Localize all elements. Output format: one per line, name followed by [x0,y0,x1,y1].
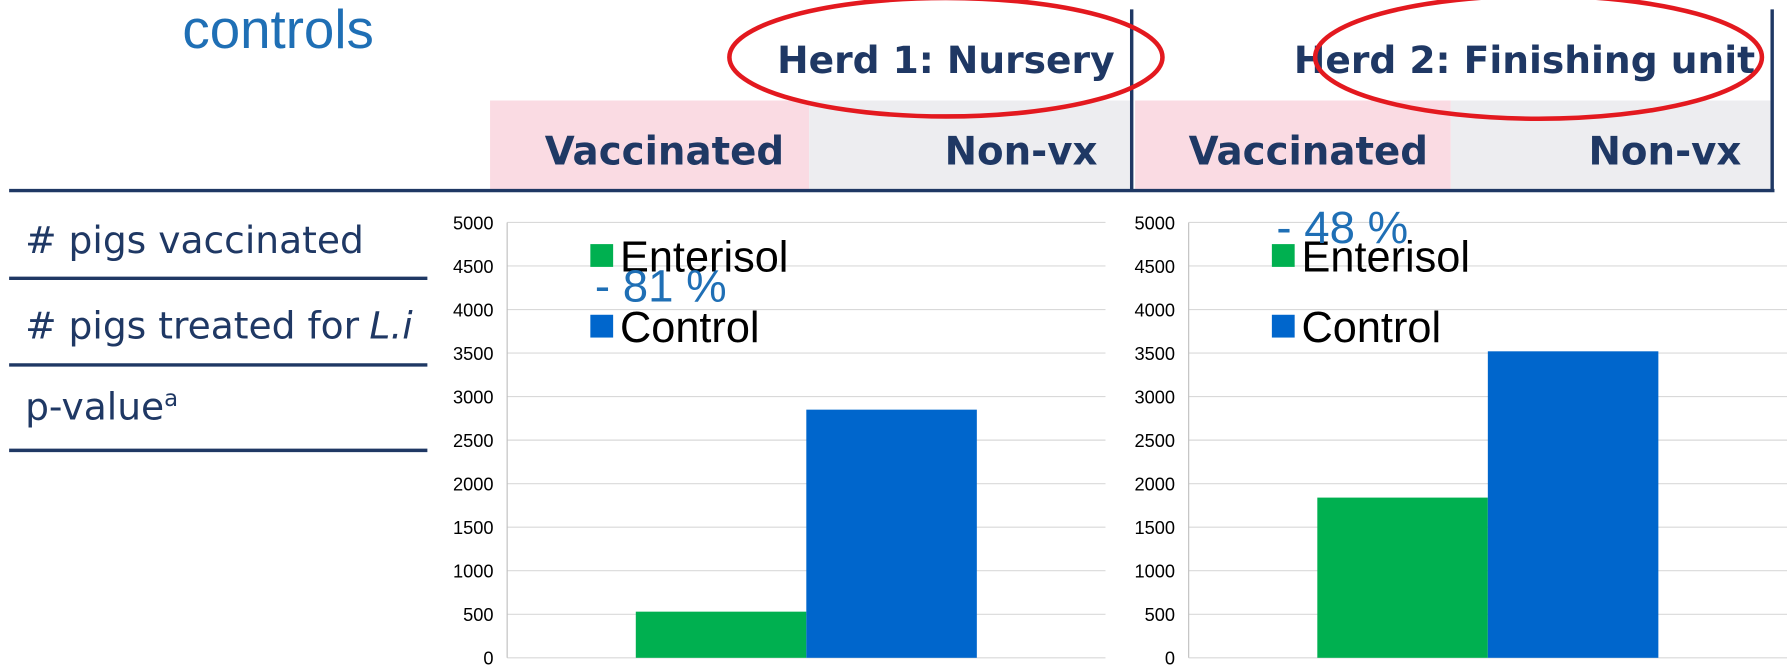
row-label: # pigs treated for L.i [25,304,413,348]
y-tick-label: 2000 [453,474,494,495]
bar [1317,497,1488,658]
row-label-superscript: a [164,386,178,412]
y-tick-label: 1000 [453,561,494,582]
legend-label: Control [620,304,760,352]
y-tick-label: 3500 [1134,343,1175,364]
herd-header: Herd 1: Nursery [777,38,1114,82]
row-label-italic: L.i [369,304,413,348]
chart: 0 500 1000 1500 2000 2500 3000 3500 4000 4500 5000… [427,205,1123,666]
bar [1487,351,1659,658]
y-tick-label: 0 [1165,648,1175,666]
column-header: Vaccinated [1189,129,1428,174]
bar [806,409,977,658]
y-tick-label: 4000 [1134,299,1175,320]
row-label: # pigs vaccinated [25,218,364,262]
row-label-text: # pigs treated for [25,304,360,348]
y-tick-label: 2500 [453,430,494,451]
legend-label: Enterisol [620,233,788,281]
heading: controls [182,0,373,60]
legend-swatch [1271,314,1295,338]
row-label-text: p-value [25,385,164,429]
y-tick-label: 2000 [1134,474,1175,495]
y-tick-label: 5000 [453,212,494,233]
legend-swatch [590,244,614,267]
y-tick-label: 4500 [453,256,494,277]
y-tick-label: 1500 [1134,517,1175,538]
y-tick-label: 2500 [1134,430,1175,451]
y-tick-label: 500 [463,604,493,625]
y-tick-label: 3500 [453,343,494,364]
annotation: - 48 % [1276,202,1408,253]
highlight-ellipse [727,0,1165,119]
legend-swatch [590,314,614,338]
legend-swatch [1271,244,1295,267]
legend-label: Enterisol [1302,233,1470,281]
bar [635,611,807,658]
legend-label: Control [1302,304,1442,352]
column-header: Non-vx [1588,129,1741,174]
y-tick-label: 0 [483,648,493,666]
y-tick-label: 1000 [1134,561,1175,582]
herd-header: Herd 2: Finishing unit [1294,38,1755,82]
column-header: Non-vx [945,129,1098,174]
chart-background [427,205,1123,666]
y-tick-label: 3000 [1134,386,1175,407]
y-tick-label: 3000 [453,386,494,407]
header-cell [1135,100,1451,191]
row-label: p-valuea [25,385,178,429]
y-tick-label: 1500 [453,517,494,538]
annotation: - 81 % [595,260,727,311]
y-tick-label: 500 [1145,604,1175,625]
header-cell [490,100,810,191]
y-tick-label: 4000 [453,299,494,320]
chart: 0 500 1000 1500 2000 2500 3000 3500 4000 4500 5000… [1122,202,1787,666]
column-header: Vaccinated [545,129,784,174]
highlight-ellipse [1312,0,1765,122]
y-tick-label: 4500 [1134,256,1175,277]
y-tick-label: 5000 [1134,212,1175,233]
charts: 0500100015002000250030003500400045005000… [427,202,1787,666]
